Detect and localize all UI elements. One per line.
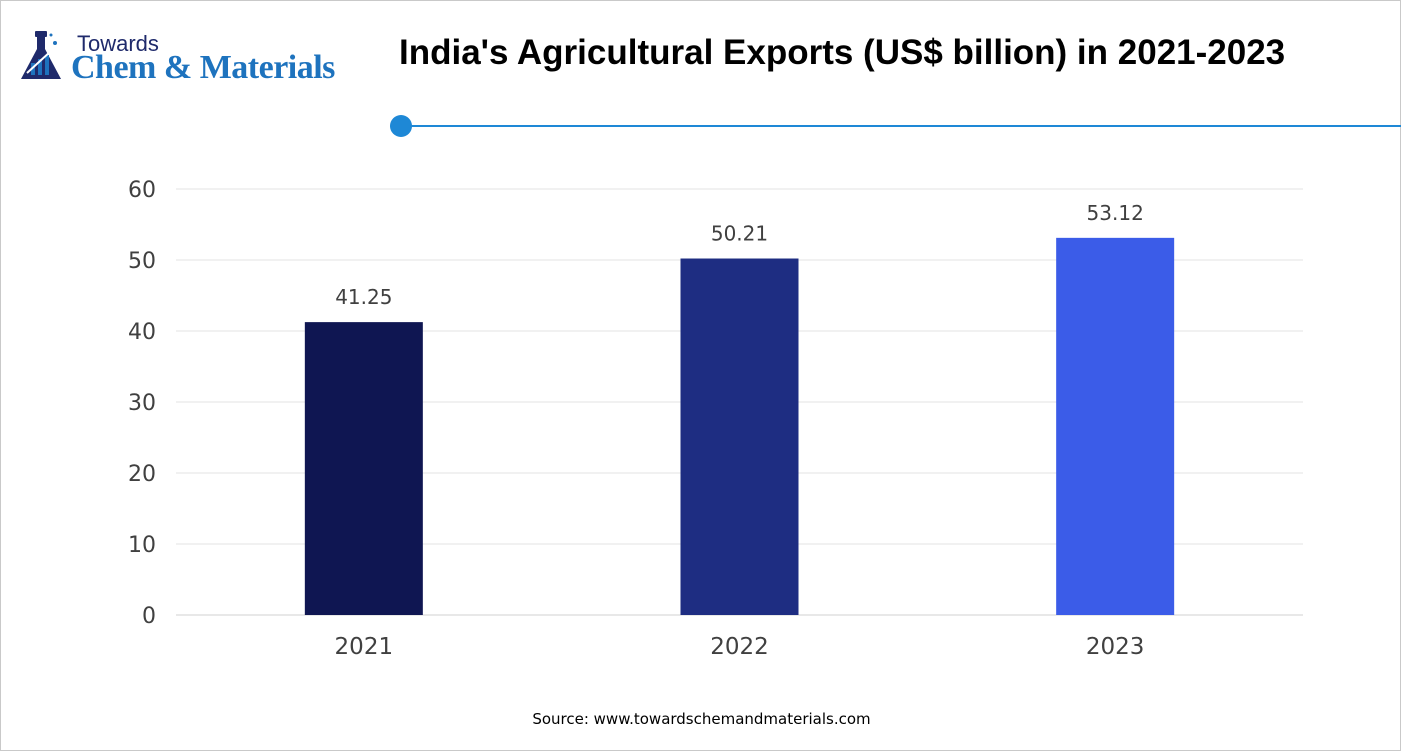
title-divider-dot bbox=[390, 115, 412, 137]
chart-title: India's Agricultural Exports (US$ billio… bbox=[399, 33, 1286, 72]
y-tick-label: 40 bbox=[128, 320, 156, 345]
source-note: Source: www.towardschemandmaterials.com bbox=[532, 710, 871, 728]
brand-logo: Towards Chem & Materials bbox=[21, 29, 386, 89]
y-tick-label: 60 bbox=[128, 178, 156, 203]
logo-text-main: Chem & Materials bbox=[71, 49, 335, 86]
title-divider-line bbox=[401, 125, 1401, 127]
data-label: 50.21 bbox=[711, 222, 768, 246]
x-tick-label: 2022 bbox=[710, 634, 769, 660]
y-tick-label: 10 bbox=[128, 533, 156, 558]
data-label: 53.12 bbox=[1087, 201, 1144, 225]
bar-chart: 0 10 20 30 40 50 60 41.25 2021 50.21 2022 53.12 2023 bbox=[128, 178, 1303, 660]
x-tick-label: 2023 bbox=[1086, 634, 1145, 660]
y-tick-label: 20 bbox=[128, 462, 156, 487]
bar bbox=[304, 322, 423, 615]
bar bbox=[1056, 237, 1175, 615]
y-tick-label: 50 bbox=[128, 249, 156, 274]
data-label: 41.25 bbox=[335, 285, 392, 309]
x-tick-label: 2021 bbox=[335, 634, 394, 660]
y-tick-label: 0 bbox=[142, 604, 156, 629]
y-tick-label: 30 bbox=[128, 391, 156, 416]
logo-text-towards: Towards bbox=[77, 31, 159, 56]
flask-icon bbox=[21, 31, 61, 79]
bar bbox=[680, 258, 799, 615]
